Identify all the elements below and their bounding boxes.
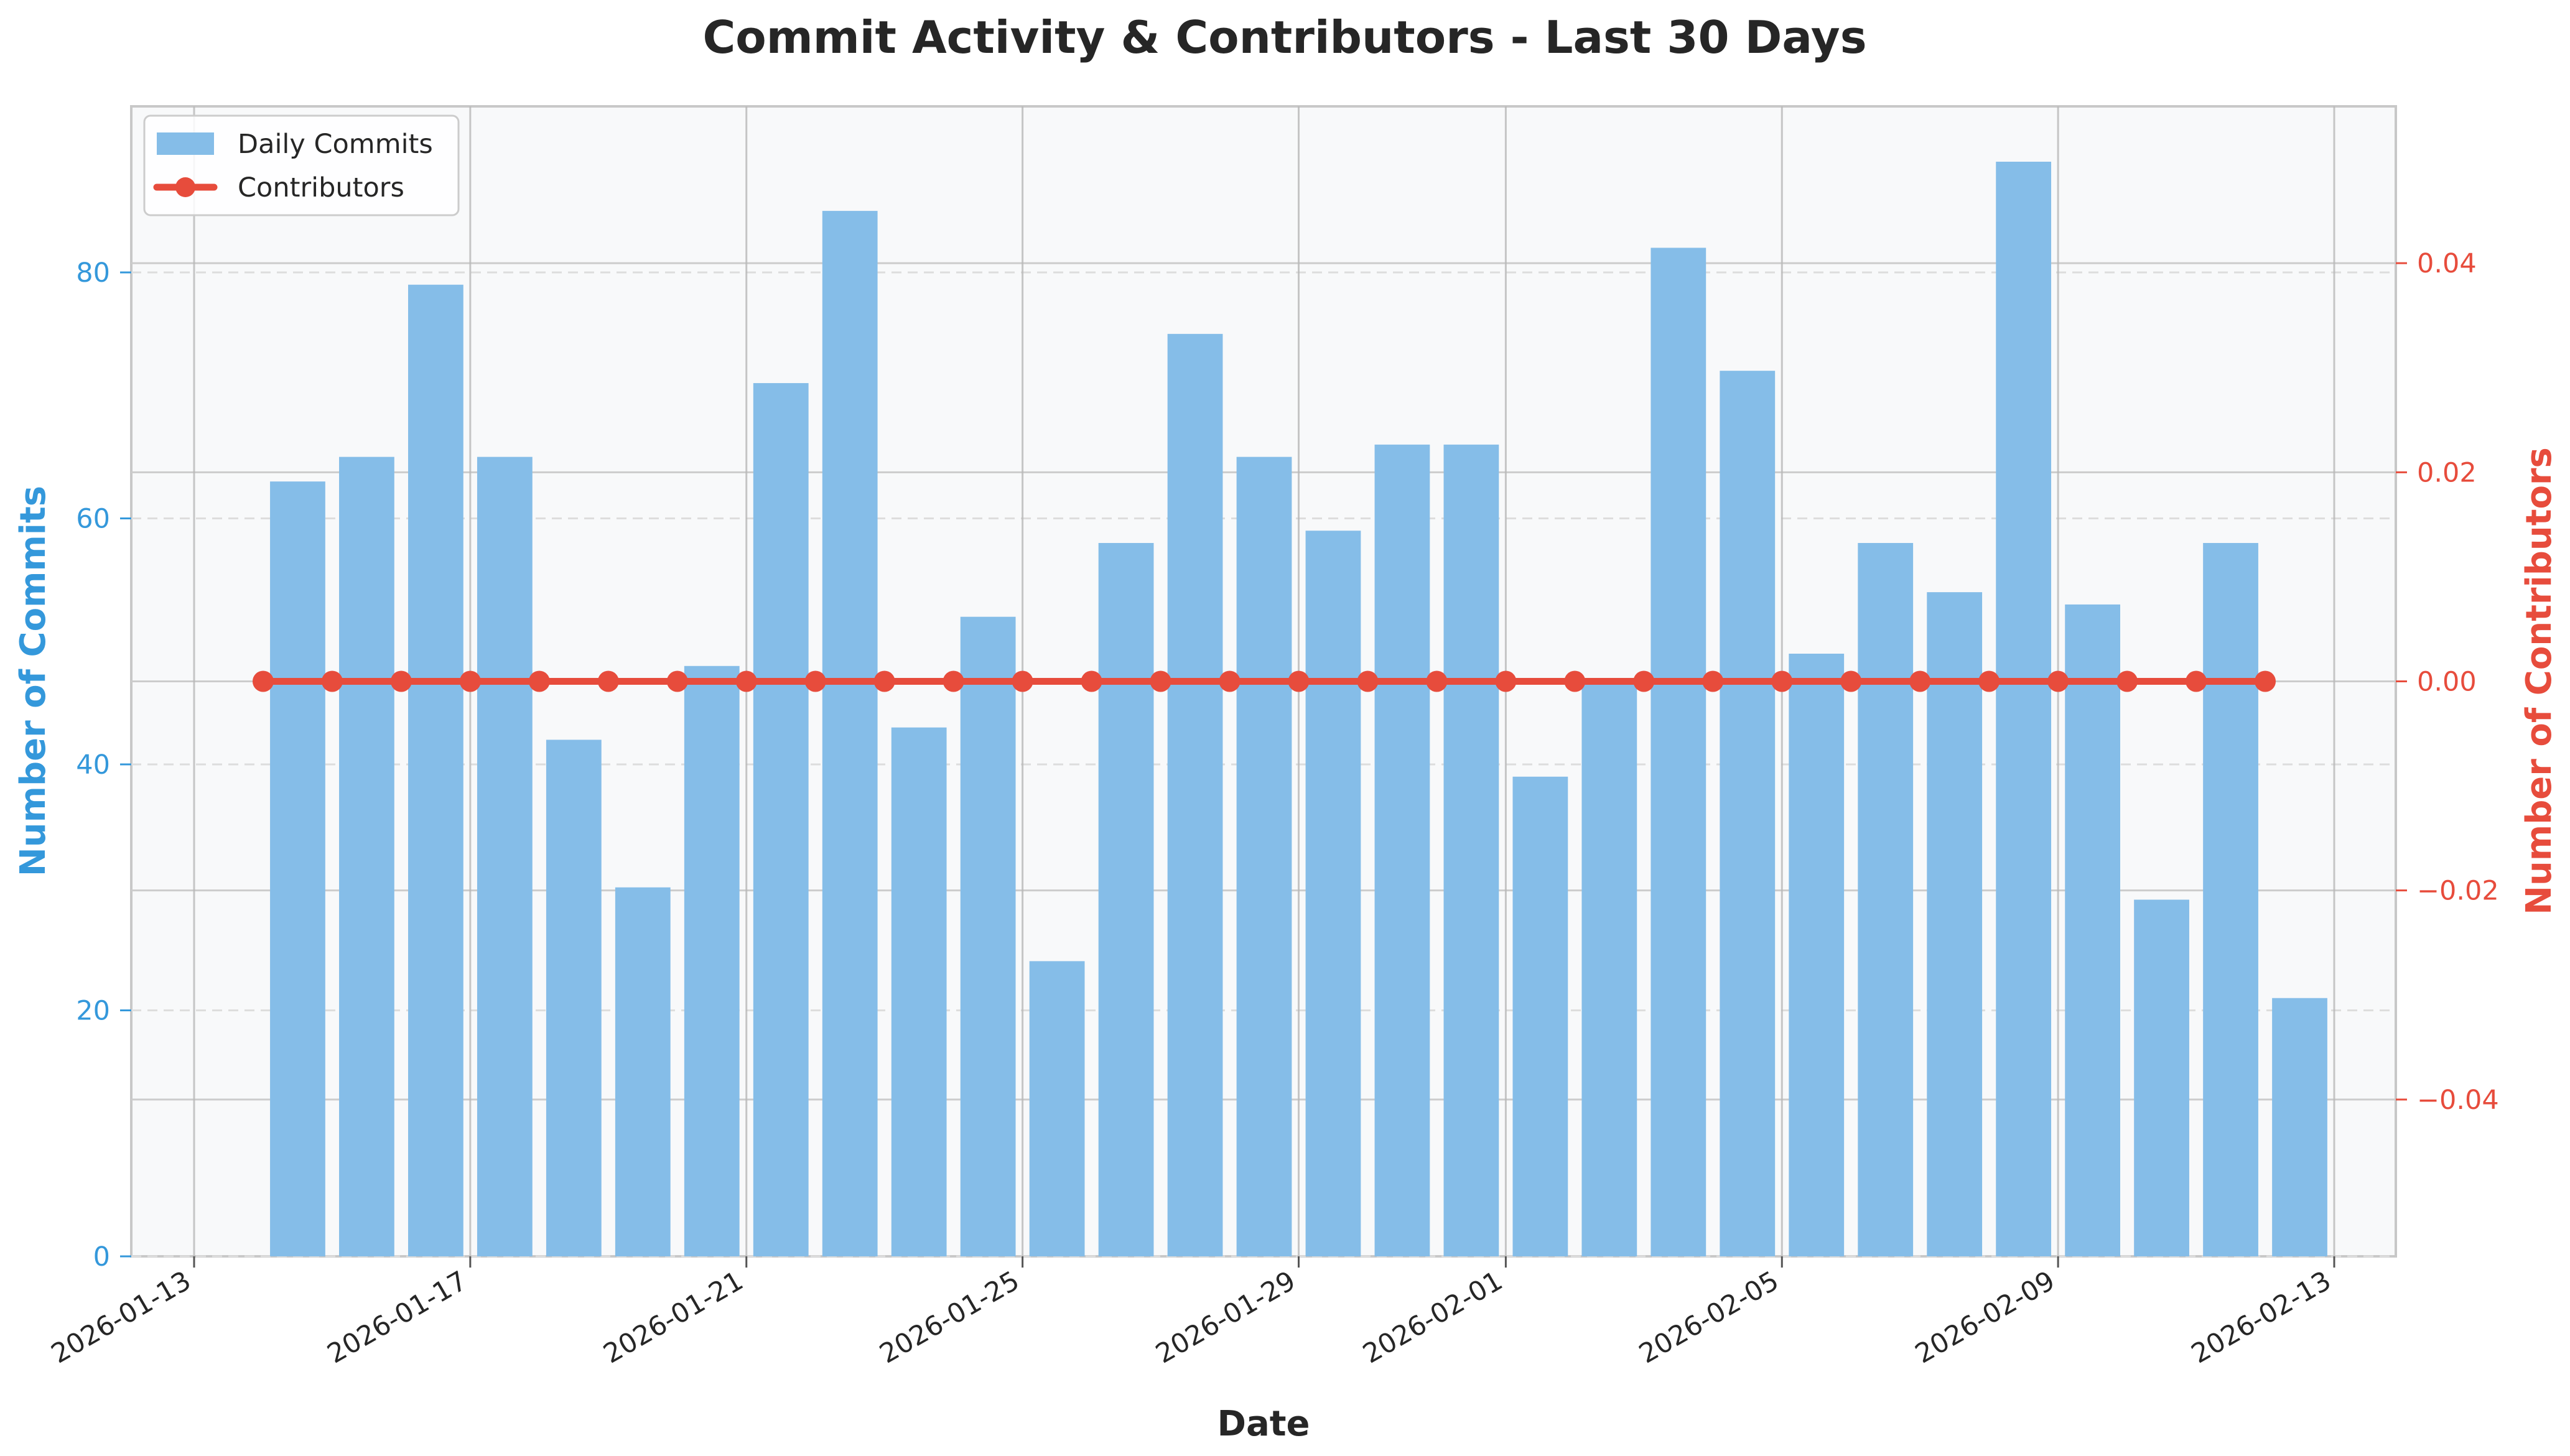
- legend-label-commits: Daily Commits: [238, 129, 433, 160]
- contributors-point-2026-01-25: [1012, 670, 1033, 692]
- contributors-point-2026-01-28: [1219, 670, 1241, 692]
- x-tick-label: 2026-01-17: [322, 1265, 472, 1370]
- contributors-point-2026-01-16: [390, 670, 412, 692]
- contributors-point-2026-01-30: [1357, 670, 1379, 692]
- y-tick-label: 20: [76, 995, 110, 1026]
- contributors-point-2026-01-20: [666, 670, 688, 692]
- bar-commits-2026-01-19: [615, 887, 671, 1256]
- bar-commits-2026-01-30: [1374, 444, 1430, 1257]
- contributors-point-2026-01-18: [528, 670, 550, 692]
- y2-tick-label: −0.04: [2417, 1085, 2499, 1116]
- y2-tick-label: 0.04: [2417, 248, 2477, 279]
- contributors-point-2026-01-26: [1081, 670, 1102, 692]
- x-tick-label: 2026-02-05: [1634, 1265, 1784, 1370]
- bar-commits-2026-01-18: [546, 740, 602, 1256]
- bar-commits-2026-01-26: [1098, 543, 1154, 1256]
- x-tick-label: 2026-02-13: [2186, 1265, 2336, 1370]
- bar-series: [193, 106, 2335, 1257]
- bar-commits-2026-02-08: [1996, 161, 2052, 1257]
- x-tick-label: 2026-02-09: [1910, 1265, 2060, 1370]
- bar-commits-2026-02-09: [2065, 604, 2120, 1256]
- legend-label-contributors: Contributors: [238, 172, 404, 203]
- y2-tick-label: 0.02: [2417, 457, 2477, 488]
- contributors-point-2026-01-23: [873, 670, 895, 692]
- y-tick-label: 60: [76, 503, 110, 534]
- y-tick-label: 40: [76, 749, 110, 781]
- contributors-point-2026-02-03: [1633, 670, 1655, 692]
- contributors-point-2026-01-21: [735, 670, 757, 692]
- bar-commits-2026-01-16: [408, 284, 463, 1257]
- contributors-point-2026-02-06: [1840, 670, 1862, 692]
- legend-box: [143, 114, 460, 216]
- y2-tick-label: 0.00: [2417, 667, 2477, 698]
- y-tick-label: 0: [93, 1241, 110, 1273]
- y-tick-label: 80: [76, 257, 110, 289]
- bar-commits-2026-02-04: [1720, 371, 1776, 1256]
- contributors-point-2026-01-24: [943, 670, 964, 692]
- contributors-point-2026-02-08: [1978, 670, 2000, 692]
- y2-tick-label: −0.02: [2417, 876, 2499, 907]
- bar-commits-2026-02-07: [1927, 592, 1983, 1256]
- contributors-point-2026-02-10: [2116, 670, 2138, 692]
- legend-swatch-commits: [157, 132, 214, 155]
- bar-commits-2026-01-15: [339, 457, 394, 1257]
- bar-commits-2026-01-22: [822, 211, 878, 1256]
- bar-commits-2026-01-27: [1167, 333, 1223, 1256]
- contributors-point-2026-02-01: [1495, 670, 1517, 692]
- contributors-point-2026-02-07: [1909, 670, 1931, 692]
- bar-commits-2026-02-01: [1512, 776, 1568, 1256]
- bar-commits-2026-01-24: [960, 616, 1016, 1256]
- contributors-point-2026-01-17: [459, 670, 481, 692]
- x-tick-label: 2026-01-29: [1151, 1265, 1301, 1370]
- contributors-point-2026-02-09: [2047, 670, 2069, 692]
- contributors-point-2026-01-22: [804, 670, 826, 692]
- contributors-point-2026-02-12: [2255, 670, 2276, 692]
- contributors-point-2026-02-05: [1771, 670, 1793, 692]
- bar-commits-2026-01-17: [477, 457, 533, 1257]
- bar-commits-2026-01-28: [1236, 457, 1292, 1257]
- bar-commits-2026-02-11: [2203, 543, 2258, 1256]
- bar-commits-2026-01-14: [270, 481, 325, 1257]
- x-tick-label: 2026-01-21: [598, 1265, 748, 1370]
- bar-commits-2026-01-25: [1029, 961, 1085, 1256]
- y-axis-label: Number of Commits: [13, 486, 54, 876]
- bar-commits-2026-01-23: [891, 727, 947, 1256]
- x-axis-label: Date: [1217, 1404, 1310, 1444]
- x-tick-label: 2026-02-01: [1357, 1265, 1507, 1370]
- chart-title: Commit Activity & Contributors - Last 30…: [702, 11, 1866, 63]
- y2-axis-label: Number of Contributors: [2519, 447, 2559, 915]
- bar-commits-2026-02-06: [1858, 543, 1914, 1256]
- bar-commits-2026-02-03: [1650, 248, 1706, 1256]
- bar-commits-2026-02-05: [1789, 654, 1845, 1256]
- contributors-point-2026-01-29: [1288, 670, 1310, 692]
- bar-commits-2026-02-10: [2134, 899, 2189, 1256]
- bar-commits-2026-02-02: [1581, 678, 1637, 1256]
- contributors-point-2026-01-31: [1426, 670, 1448, 692]
- contributors-series: [252, 670, 2276, 692]
- contributors-point-2026-01-19: [597, 670, 619, 692]
- contributors-point-2026-02-11: [2186, 670, 2207, 692]
- bar-commits-2026-01-29: [1305, 531, 1361, 1256]
- contributors-point-2026-01-27: [1150, 670, 1171, 692]
- x-tick-label: 2026-01-25: [875, 1265, 1025, 1370]
- bar-commits-2026-01-20: [684, 665, 740, 1256]
- contributors-point-2026-01-15: [321, 670, 343, 692]
- contributors-point-2026-01-14: [252, 670, 274, 692]
- contributors-point-2026-02-04: [1702, 670, 1724, 692]
- legend-marker-contributors: [175, 177, 195, 197]
- contributors-point-2026-02-02: [1564, 670, 1586, 692]
- bar-commits-2026-02-12: [2272, 998, 2327, 1256]
- legend: Daily Commits Contributors: [143, 114, 460, 216]
- bar-commits-2026-01-21: [753, 383, 809, 1256]
- bar-commits-2026-01-31: [1443, 444, 1499, 1257]
- x-tick-label: 2026-01-13: [46, 1265, 196, 1370]
